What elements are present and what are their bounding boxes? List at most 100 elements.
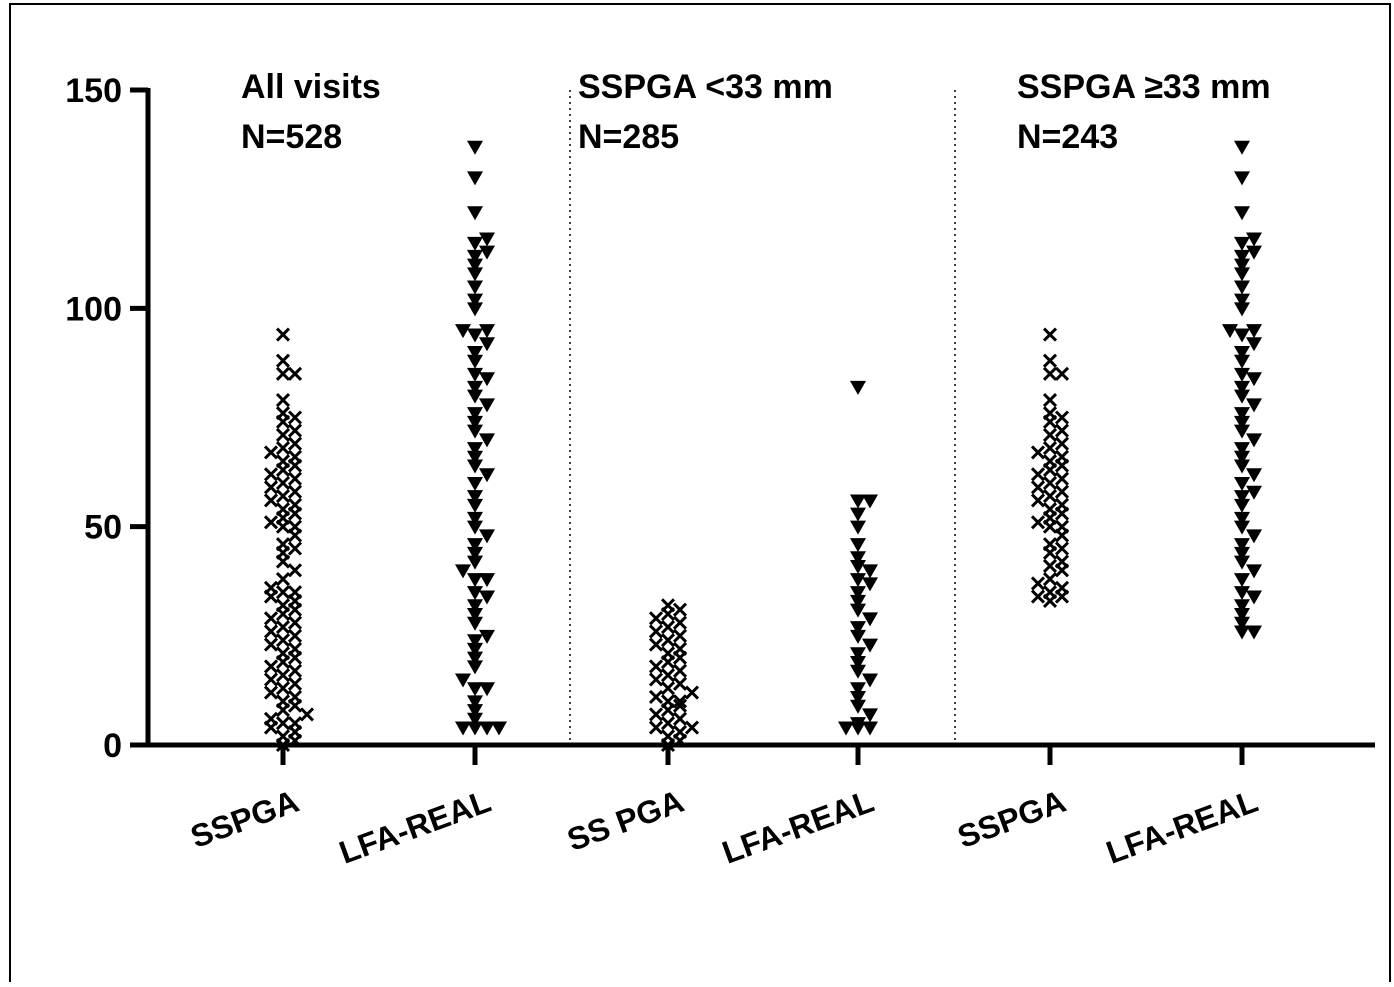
point [1042, 427, 1058, 443]
point [648, 637, 664, 652]
point [672, 615, 688, 630]
point [275, 585, 291, 600]
point [1030, 467, 1046, 482]
point [1234, 555, 1250, 570]
point [1234, 459, 1250, 474]
point [862, 577, 878, 592]
point [467, 538, 483, 553]
point [455, 721, 471, 736]
point [287, 366, 303, 381]
point [467, 682, 483, 697]
point [850, 656, 866, 671]
point [648, 659, 664, 674]
point [263, 672, 279, 687]
point [467, 236, 483, 251]
point [684, 720, 700, 735]
point [1042, 558, 1058, 574]
point [275, 366, 291, 381]
point [1234, 573, 1250, 588]
point [1234, 415, 1250, 430]
point [287, 563, 303, 578]
point [1042, 475, 1058, 491]
point [672, 676, 688, 691]
x-tick-label: SSPGA [186, 783, 304, 855]
point [1234, 280, 1250, 295]
point [1030, 576, 1046, 591]
point [467, 573, 483, 588]
point [479, 468, 495, 483]
point [467, 258, 483, 273]
point [1234, 625, 1250, 640]
point [684, 685, 700, 700]
point [467, 555, 483, 570]
point [287, 628, 303, 643]
point [648, 720, 664, 735]
point [862, 673, 878, 688]
point [672, 724, 688, 739]
point [275, 694, 291, 709]
point [263, 480, 279, 495]
point [1234, 249, 1250, 264]
point [1030, 515, 1046, 530]
point [672, 694, 688, 709]
point [467, 520, 483, 535]
point [467, 380, 483, 395]
point [1054, 519, 1070, 534]
point [467, 642, 483, 657]
point [862, 708, 878, 723]
point [660, 668, 676, 683]
y-tick-label: 0 [103, 727, 122, 765]
point [467, 660, 483, 675]
point [467, 634, 483, 649]
point [287, 541, 303, 556]
panel-n: N=285 [578, 118, 679, 156]
point [299, 707, 315, 722]
point [850, 621, 866, 636]
point [1246, 529, 1262, 544]
point [1054, 554, 1070, 569]
point [660, 620, 676, 635]
y-tick-label: 100 [65, 290, 122, 328]
point [672, 641, 688, 656]
point [263, 659, 279, 674]
point [263, 445, 279, 460]
point [850, 603, 866, 618]
point [648, 624, 664, 639]
point [275, 620, 291, 635]
point [467, 389, 483, 404]
point [467, 171, 483, 186]
point [275, 353, 291, 368]
point [1234, 599, 1250, 614]
point [1234, 380, 1250, 395]
point [275, 668, 291, 683]
point [1042, 454, 1058, 469]
point [287, 615, 303, 630]
point [1042, 537, 1058, 552]
point [479, 682, 495, 697]
point [1234, 538, 1250, 553]
point [479, 590, 495, 605]
point [1234, 367, 1250, 382]
point [275, 392, 291, 408]
point [491, 721, 507, 736]
point [850, 586, 866, 601]
point [275, 427, 291, 443]
point [275, 327, 291, 342]
point [1030, 589, 1046, 604]
point [862, 721, 878, 736]
point [1234, 498, 1250, 513]
point [1042, 441, 1058, 456]
point [660, 633, 676, 648]
point [1246, 564, 1262, 579]
point [275, 633, 291, 648]
point [1246, 485, 1262, 500]
point [850, 520, 866, 535]
panel-n: N=243 [1017, 118, 1118, 156]
point [467, 367, 483, 382]
point [479, 433, 495, 448]
point [467, 599, 483, 614]
x-tick-label: LFA-REAL [334, 783, 495, 871]
point [1234, 407, 1250, 422]
y-tick-label: 50 [84, 509, 122, 547]
